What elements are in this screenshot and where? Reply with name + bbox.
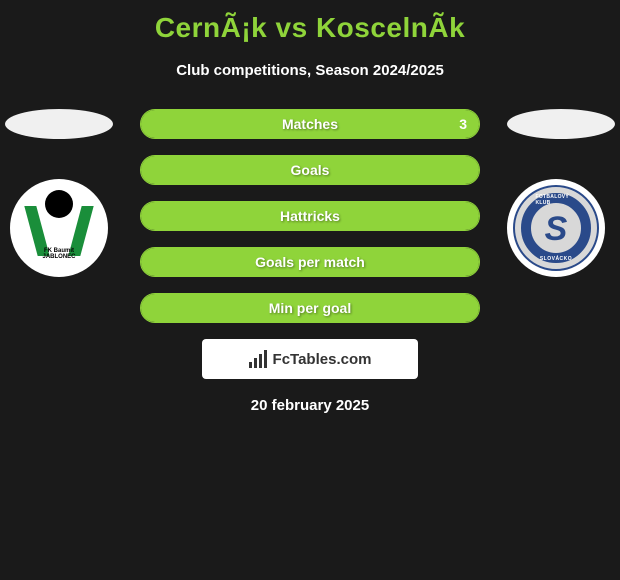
slovacko-logo: FOTBALOVÝ KLUB S SLOVÁCKO (513, 185, 599, 271)
stat-label: Goals (291, 162, 330, 178)
club-left-text-bottom: JABLONEC (42, 254, 75, 260)
stat-row: Hattricks (140, 201, 480, 231)
page-title: CernÃ¡k vs KoscelnÃ­k (0, 0, 620, 44)
stats-list: Matches 3 Goals Hattricks Goals per match Min… (140, 109, 480, 323)
comparison-panel: FK Baumit JABLONEC FOTBALOVÝ KLUB S SLOV… (0, 109, 620, 414)
player-right-column: FOTBALOVÝ KLUB S SLOVÁCKO (507, 109, 615, 277)
stat-row: Goals per match (140, 247, 480, 277)
stat-row: Min per goal (140, 293, 480, 323)
date-label: 20 february 2025 (0, 397, 620, 414)
stat-label: Hattricks (280, 208, 340, 224)
player-right-avatar-placeholder (507, 109, 615, 139)
club-badge-right: FOTBALOVÝ KLUB S SLOVÁCKO (507, 179, 605, 277)
jablonec-logo: FK Baumit JABLONEC (19, 188, 99, 268)
stat-label: Matches (282, 116, 338, 132)
club-badge-left: FK Baumit JABLONEC (10, 179, 108, 277)
stat-row: Goals (140, 155, 480, 185)
site-attribution[interactable]: FcTables.com (202, 339, 418, 379)
club-right-ring-bottom: SLOVÁCKO (540, 256, 572, 262)
player-left-column: FK Baumit JABLONEC (5, 109, 113, 277)
stat-value-right: 3 (459, 116, 467, 132)
subtitle: Club competitions, Season 2024/2025 (0, 62, 620, 79)
player-left-avatar-placeholder (5, 109, 113, 139)
stat-label: Goals per match (255, 254, 365, 270)
stat-row: Matches 3 (140, 109, 480, 139)
club-right-ring-top: FOTBALOVÝ KLUB (536, 194, 577, 206)
slovacko-s-icon: S (545, 210, 568, 249)
bar-chart-icon (249, 350, 267, 368)
site-name: FcTables.com (273, 351, 372, 368)
stat-label: Min per goal (269, 300, 351, 316)
